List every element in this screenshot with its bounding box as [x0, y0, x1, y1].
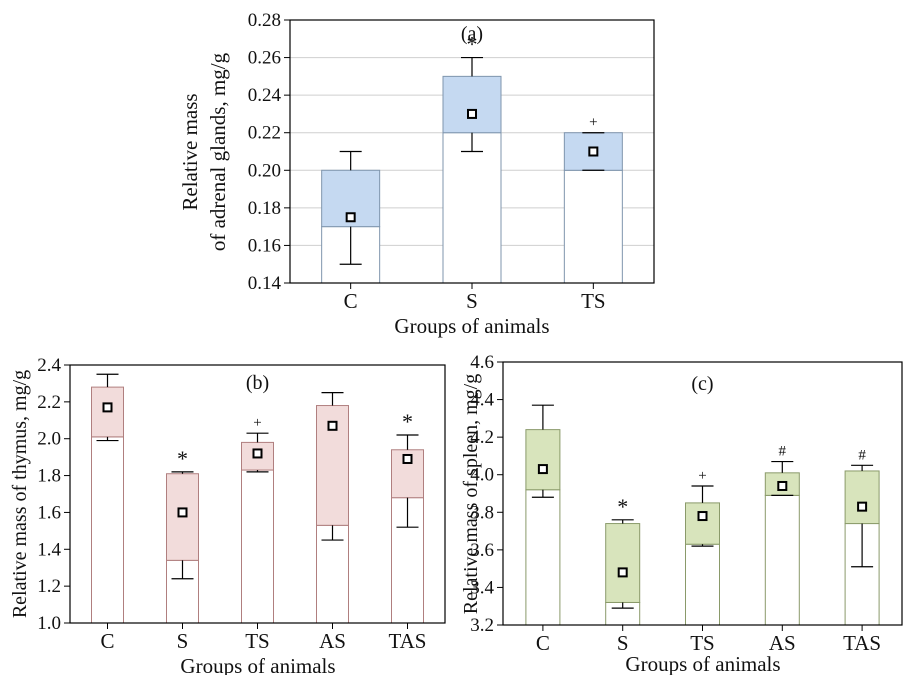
- y-tick-label: 0.28: [248, 10, 281, 31]
- box: [685, 502, 720, 545]
- y-tick-label: 2.0: [37, 429, 61, 450]
- x-tick-label: C: [344, 289, 358, 313]
- box: [605, 523, 641, 603]
- significance-marker: *: [617, 494, 628, 519]
- box-base: [91, 436, 124, 624]
- y-tick-label: 4.2: [470, 427, 494, 448]
- mean-marker: [537, 464, 548, 475]
- mean-marker: [402, 453, 413, 464]
- significance-marker: #: [779, 444, 787, 460]
- x-tick-label: S: [177, 629, 189, 653]
- significance-marker: +: [698, 468, 706, 484]
- significance-marker: +: [253, 415, 261, 431]
- box-base: [764, 494, 800, 626]
- x-axis-label: Groups of animals: [180, 654, 335, 675]
- mean-marker: [697, 511, 708, 522]
- y-tick-label: 4.6: [470, 352, 494, 373]
- significance-marker: #: [858, 447, 866, 463]
- x-tick-label: AS: [769, 631, 796, 655]
- y-tick-label: 3.8: [470, 502, 494, 523]
- box-base: [442, 132, 502, 284]
- y-axis-label: Relative mass of spleen, mg/g: [460, 374, 482, 615]
- panel-c-spleen: * + # #3.2 3.4 3.6 3.8 4.0 4.2 4.4 4.6 C S TS AS TAS (c)…: [460, 352, 903, 675]
- x-tick-label: AS: [319, 629, 346, 653]
- box-base: [316, 524, 349, 624]
- panel-label: (c): [691, 373, 713, 395]
- y-tick-label: 1.8: [37, 466, 61, 487]
- x-tick-label: TAS: [843, 631, 881, 655]
- y-tick-label: 3.6: [470, 540, 494, 561]
- x-tick-label: TAS: [389, 629, 427, 653]
- x-tick-label: C: [100, 629, 114, 653]
- mean-marker: [252, 448, 263, 459]
- x-axis-label: Groups of animals: [625, 652, 780, 675]
- x-tick-label: TS: [581, 289, 606, 313]
- significance-marker: *: [402, 409, 413, 434]
- significance-marker: *: [467, 32, 478, 57]
- y-tick-label: 1.6: [37, 502, 61, 523]
- box: [525, 429, 561, 491]
- y-tick-label: 0.16: [248, 235, 281, 256]
- box-base: [525, 489, 561, 626]
- box: [844, 470, 880, 525]
- mean-marker: [467, 108, 477, 119]
- panel-b-thymus: * + * 1.0 1.2 1.4 1.6 1.8 2.0 2.2 2.4 C S TS AS TAS (b) G…: [9, 355, 446, 675]
- box-base: [563, 169, 623, 284]
- box-base: [241, 469, 274, 624]
- panel-label: (a): [461, 23, 483, 45]
- y-tick-label: 0.14: [248, 273, 282, 294]
- x-tick-label: TS: [690, 631, 715, 655]
- y-tick-label: 0.24: [248, 85, 282, 106]
- y-tick-label: 3.2: [470, 615, 494, 636]
- panel-label: (b): [246, 372, 269, 394]
- y-axis-label: Relative mass: [178, 93, 202, 210]
- y-tick-label: 0.20: [248, 160, 281, 181]
- mean-marker: [617, 567, 628, 578]
- x-tick-label: S: [617, 631, 629, 655]
- y-tick-label: 3.4: [470, 577, 494, 598]
- mean-marker: [588, 146, 599, 157]
- significance-marker: *: [177, 446, 188, 471]
- mean-marker: [857, 501, 868, 512]
- x-axis-label: Groups of animals: [394, 314, 549, 338]
- mean-marker: [777, 480, 788, 491]
- y-axis-label: of adrenal glands, mg/g: [206, 52, 230, 251]
- y-axis-label: Relative mass of thymus, mg/g: [9, 370, 31, 618]
- x-tick-label: TS: [245, 629, 270, 653]
- mean-marker: [102, 402, 113, 413]
- y-tick-label: 1.2: [37, 576, 61, 597]
- y-tick-label: 0.18: [248, 198, 281, 219]
- box-base: [685, 543, 720, 626]
- mean-marker: [345, 212, 356, 223]
- y-tick-label: 2.2: [37, 392, 61, 413]
- x-tick-label: C: [536, 631, 550, 655]
- y-tick-label: 2.4: [37, 355, 61, 376]
- y-tick-label: 1.0: [37, 613, 61, 634]
- y-tick-label: 0.22: [248, 123, 281, 144]
- panel-a-adrenal: * +0.14 0.16 0.18 0.20 0.22 0.24 0.26 0.28 C S TS (a…: [178, 10, 655, 338]
- box: [442, 75, 502, 134]
- y-tick-label: 1.4: [37, 539, 61, 560]
- y-tick-label: 4.4: [470, 390, 494, 411]
- x-tick-label: S: [466, 289, 478, 313]
- mean-marker: [177, 507, 188, 518]
- mean-marker: [327, 420, 338, 431]
- y-tick-label: 4.0: [470, 465, 494, 486]
- y-tick-label: 0.26: [248, 48, 281, 69]
- significance-marker: +: [589, 115, 597, 131]
